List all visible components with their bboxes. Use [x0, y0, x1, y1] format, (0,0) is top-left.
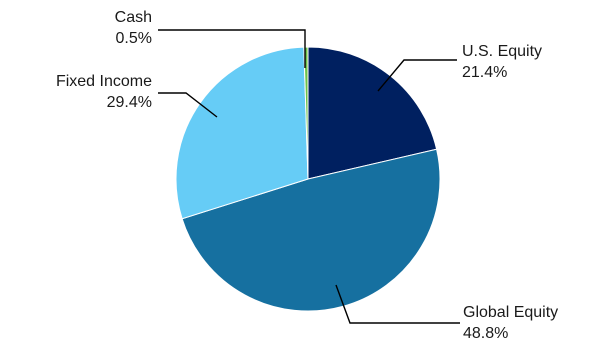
label-us-equity-name: U.S. Equity [462, 43, 542, 60]
pie-slice-cash [303, 46, 309, 180]
label-fixed-income-value: 29.4% [107, 94, 152, 111]
pie-slice-fixed-income [175, 46, 309, 220]
label-global-equity-name: Global Equity [463, 304, 558, 321]
leader-line-fixed-income [158, 92, 218, 118]
pie-slices [175, 46, 441, 312]
leader-line-global-equity [335, 284, 460, 324]
label-global-equity-value: 48.8% [463, 325, 508, 342]
label-cash-value: 0.5% [116, 30, 152, 47]
label-fixed-income-name: Fixed Income [56, 73, 152, 90]
label-cash-name: Cash [115, 9, 152, 26]
label-us-equity-value: 21.4% [462, 64, 507, 81]
leader-line-us-equity [377, 59, 457, 92]
leader-line-cash [158, 29, 306, 68]
pie-slice-global-equity [181, 148, 441, 312]
